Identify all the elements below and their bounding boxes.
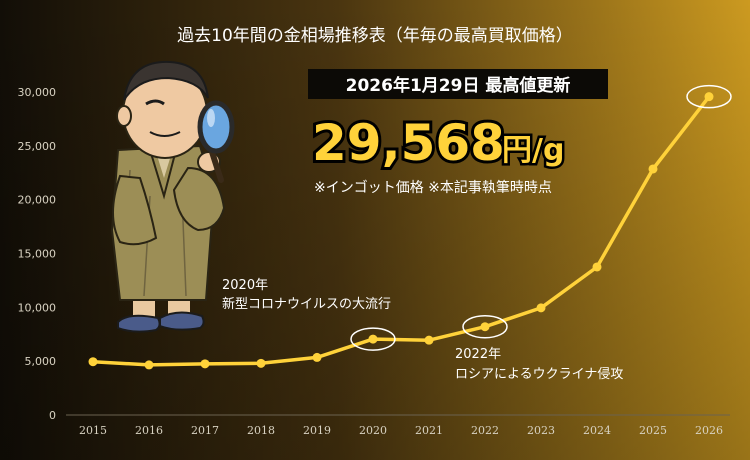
series-line bbox=[92, 95, 711, 367]
x-tick-label: 2016 bbox=[135, 424, 163, 437]
data-point bbox=[592, 262, 602, 272]
annotation-2020: 2020年 新型コロナウイルスの大流行 bbox=[222, 278, 391, 312]
annotation-ellipse bbox=[350, 327, 396, 351]
magnifier-reflection bbox=[207, 109, 215, 127]
data-point bbox=[144, 360, 154, 370]
y-tick-label: 0 bbox=[49, 409, 56, 422]
data-point bbox=[88, 357, 98, 367]
highlight-price-value: 29,568 bbox=[312, 114, 505, 172]
x-tick-label: 2019 bbox=[303, 424, 331, 437]
data-point bbox=[312, 352, 322, 362]
y-axis: 0 5,000 10,000 15,000 20,000 25,000 30,000 bbox=[18, 86, 57, 422]
highlight-callout: 2026年1月29日 最高値更新 29,568 円/g ※インゴット価格 ※本記… bbox=[308, 69, 608, 196]
annotation-ellipse bbox=[686, 84, 732, 109]
x-tick-label: 2024 bbox=[583, 424, 611, 437]
character-eye-left bbox=[145, 99, 165, 106]
highlight-note: ※インゴット価格 ※本記事執筆時時点 bbox=[314, 179, 552, 196]
x-tick-label: 2018 bbox=[247, 424, 275, 437]
magnifier-handle bbox=[209, 149, 224, 183]
y-tick-label: 10,000 bbox=[18, 301, 57, 314]
highlight-date-badge bbox=[308, 69, 608, 99]
character-mouth bbox=[149, 131, 181, 137]
annotation-2022-year: 2022年 bbox=[455, 347, 501, 362]
highlight-price-unit: 円/g bbox=[502, 133, 564, 168]
x-tick-label: 2015 bbox=[79, 424, 107, 437]
y-tick-label: 25,000 bbox=[18, 140, 57, 153]
annotation-2022: 2022年 ロシアによるウクライナ侵攻 bbox=[455, 347, 623, 382]
y-tick-label: 15,000 bbox=[18, 248, 57, 261]
character-sandal-left bbox=[117, 314, 161, 333]
y-tick-label: 5,000 bbox=[25, 355, 57, 368]
annotation-2022-event: ロシアによるウクライナ侵攻 bbox=[455, 366, 623, 382]
highlight-date-label: 2026年1月29日 最高値更新 bbox=[346, 75, 571, 96]
character-arm-right bbox=[172, 166, 226, 232]
data-point bbox=[368, 334, 378, 344]
character-arm-left bbox=[112, 174, 158, 246]
character-illustration bbox=[110, 60, 235, 333]
y-tick-label: 30,000 bbox=[18, 86, 57, 99]
data-point bbox=[648, 164, 658, 174]
annotation-2020-year: 2020年 bbox=[222, 278, 268, 293]
data-point bbox=[200, 359, 210, 369]
character-sandal-right bbox=[159, 311, 205, 331]
x-tick-label: 2025 bbox=[639, 424, 667, 437]
data-point bbox=[536, 303, 546, 313]
y-tick-label: 20,000 bbox=[18, 194, 57, 207]
series-line-group bbox=[88, 92, 714, 370]
character-collar bbox=[149, 149, 177, 200]
chart-title: 過去10年間の金相場推移表（年毎の最高買取価格） bbox=[177, 26, 573, 46]
data-point bbox=[256, 358, 266, 368]
x-tick-label: 2020 bbox=[359, 424, 387, 437]
annotation-circles bbox=[350, 84, 732, 351]
x-tick-label: 2021 bbox=[415, 424, 443, 437]
data-point bbox=[424, 335, 434, 345]
data-point bbox=[704, 92, 714, 102]
x-axis: 2015 2016 2017 2018 2019 2020 2021 2022 2023 2024… bbox=[79, 424, 723, 437]
annotation-ellipse bbox=[462, 314, 508, 339]
x-tick-label: 2026 bbox=[695, 424, 723, 437]
annotation-2020-event: 新型コロナウイルスの大流行 bbox=[222, 296, 391, 312]
data-point bbox=[480, 322, 490, 332]
x-tick-label: 2022 bbox=[471, 424, 499, 437]
x-tick-label: 2017 bbox=[191, 424, 219, 437]
character-ear bbox=[116, 105, 132, 127]
x-tick-label: 2023 bbox=[527, 424, 555, 437]
magnifier-glass-icon bbox=[197, 100, 235, 154]
character-hair bbox=[123, 60, 209, 101]
